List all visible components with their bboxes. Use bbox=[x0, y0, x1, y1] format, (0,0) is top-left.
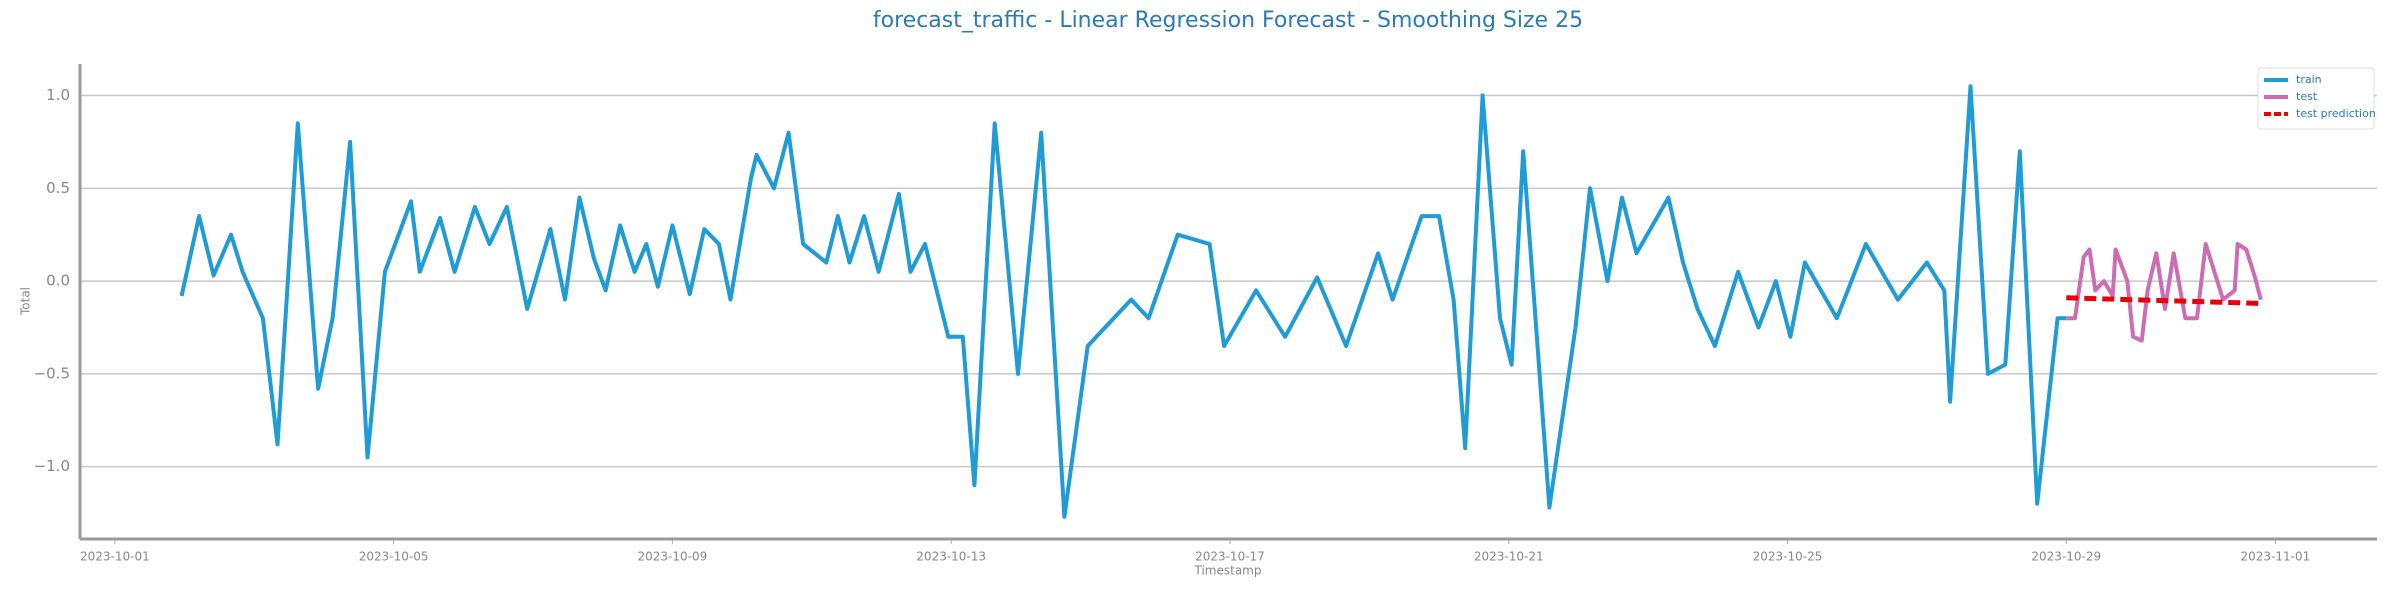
y-tick-label: −1.0 bbox=[34, 457, 70, 475]
x-tick-label: 2023-10-21 bbox=[1474, 550, 1544, 564]
x-tick-label: 2023-10-01 bbox=[80, 550, 150, 564]
x-tick-label: 2023-10-17 bbox=[1195, 550, 1265, 564]
x-tick-label: 2023-11-01 bbox=[2240, 550, 2310, 564]
series-line bbox=[179, 84, 2067, 519]
y-axis-label: Total bbox=[19, 287, 33, 316]
y-tick-label: 0.0 bbox=[46, 272, 70, 290]
legend-label: test bbox=[2296, 90, 2318, 103]
legend-label: test prediction bbox=[2296, 107, 2376, 120]
chart-title: forecast_traffic - Linear Regression For… bbox=[873, 8, 1583, 33]
x-tick-label: 2023-10-13 bbox=[916, 550, 986, 564]
x-tick-label: 2023-10-25 bbox=[1753, 550, 1823, 564]
x-tick-label: 2023-10-09 bbox=[638, 550, 708, 564]
legend: train test test prediction bbox=[2257, 67, 2376, 130]
y-tick-label: 1.0 bbox=[46, 86, 70, 104]
x-tick-label: 2023-10-05 bbox=[359, 550, 429, 564]
y-tick-label: 0.5 bbox=[46, 179, 70, 197]
legend-label: train bbox=[2296, 73, 2322, 86]
x-axis-label: Timestamp bbox=[1194, 564, 1262, 578]
x-tick-label: 2023-10-29 bbox=[2031, 550, 2101, 564]
series-line bbox=[2066, 242, 2263, 343]
y-tick-label: −0.5 bbox=[34, 364, 70, 382]
series-line bbox=[2066, 295, 2261, 306]
